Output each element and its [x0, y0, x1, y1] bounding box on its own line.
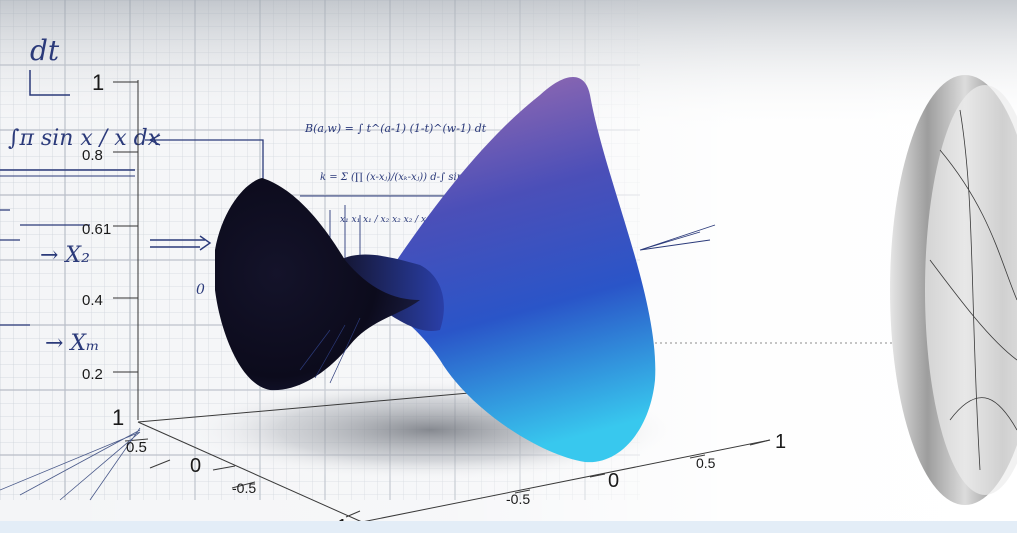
axis-label-left-0: 0 — [190, 455, 201, 477]
handwriting-integral: ∫ᴨ sin x / x dx — [8, 126, 161, 151]
axis-label-vertical-1: 1 — [112, 405, 124, 430]
handwriting-dt: dt — [30, 34, 60, 67]
axis-label-right-neg-0-5: -0.5 — [506, 491, 530, 507]
saddle-neck — [340, 254, 444, 331]
handwriting-zero: 0 — [196, 282, 205, 298]
axis-label-right-0: 0 — [608, 470, 619, 492]
scale-label-0-61: 0.61 — [82, 221, 111, 238]
scale-label-0-8: 0.8 — [82, 147, 103, 164]
axis-label-left-0-5: 0.5 — [126, 439, 147, 456]
handwritten-notes: dt ∫ᴨ sin x / x dx → X₂ → Xₘ B(a,w) = ∫ … — [0, 34, 716, 356]
saddle-left-lobe — [215, 178, 420, 391]
glass-lens — [890, 75, 1017, 505]
scale-label-1: 1 — [92, 70, 104, 95]
handwriting-x2: → X₂ — [40, 243, 90, 268]
axis-label-right-0-5: 0.5 — [696, 455, 716, 471]
scale-label-0-4: 0.4 — [82, 292, 103, 309]
saddle-surface — [215, 76, 656, 463]
background-scale: 1 0.8 0.61 0.4 0.2 — [82, 70, 139, 420]
bottom-bar — [0, 521, 1017, 533]
axis-label-right-1: 1 — [775, 431, 786, 453]
handwriting-matrix: x₁ x₁ x₁ / x₂ x₂ x₂ / x₃ x₃ x₃ — [340, 215, 453, 225]
handwriting-lagrange-formula: k = Σ (∏ (x-xⱼ)/(xₖ-xⱼ)) d-∫ sin x / x d… — [320, 172, 503, 183]
handwriting-xm: → Xₘ — [45, 331, 100, 356]
handwriting-beta-formula: B(a,w) = ∫ t^(a-1) (1-t)^(w-1) dt — [304, 122, 487, 135]
scale-label-0-2: 0.2 — [82, 366, 103, 383]
saddle-right-lobe — [370, 76, 656, 463]
axis-label-left-neg-0-5: -0.5 — [232, 480, 256, 496]
